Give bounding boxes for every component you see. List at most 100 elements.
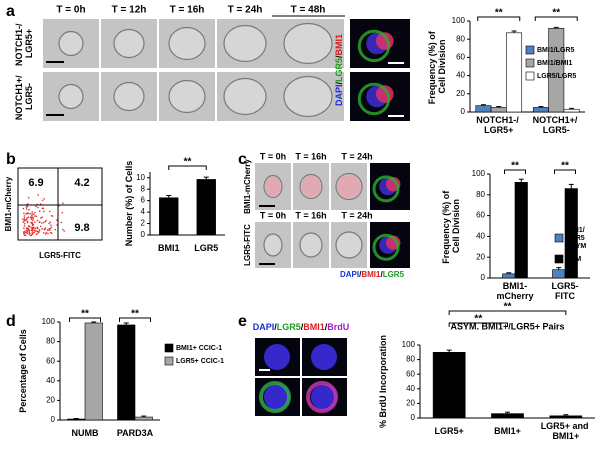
x-tick-label-line: LGR5 bbox=[194, 243, 218, 253]
flow-dot bbox=[32, 217, 35, 220]
y-axis-label: % BrdU Incorporation bbox=[378, 335, 388, 428]
legend-label-line: LGR5 bbox=[566, 235, 587, 242]
flow-dot bbox=[48, 222, 50, 225]
stain-part: DAPI bbox=[340, 270, 359, 279]
flow-dot bbox=[41, 227, 43, 230]
x-tick-label-line: BMI1 bbox=[158, 243, 180, 253]
y-axis-label-line: Cell Division bbox=[451, 199, 461, 253]
flow-dot bbox=[23, 232, 25, 235]
y-tick-label: 100 bbox=[472, 169, 486, 178]
y-tick-label: 10 bbox=[136, 173, 145, 182]
cell bbox=[223, 77, 267, 116]
flow-dot bbox=[33, 229, 36, 232]
flow-dot bbox=[24, 231, 27, 234]
stain-part: DAPI bbox=[253, 322, 275, 332]
significance-bracket bbox=[168, 165, 207, 170]
stain-part: / bbox=[301, 322, 304, 332]
y-axis-label: Percentage of Cells bbox=[18, 329, 28, 413]
flow-dot bbox=[34, 221, 36, 223]
cell bbox=[263, 233, 283, 257]
cell bbox=[335, 231, 363, 259]
flow-dot bbox=[41, 199, 44, 202]
y-axis-label: Frequency (%) of Cell Division bbox=[427, 29, 447, 105]
time-label: T = 24h bbox=[228, 5, 263, 16]
y-tick-label: 0 bbox=[481, 273, 486, 282]
x-tick-label: LGR5-FITC bbox=[552, 281, 579, 301]
cell bbox=[113, 81, 145, 112]
flow-dot bbox=[25, 219, 27, 222]
flow-dot bbox=[38, 228, 41, 231]
flow-dot bbox=[62, 202, 64, 204]
nucleus bbox=[264, 384, 290, 410]
time-label: T = 0h bbox=[260, 210, 286, 220]
bar bbox=[196, 179, 216, 236]
y-tick-label: 0 bbox=[461, 107, 466, 116]
legend-label-line: SYM bbox=[566, 256, 581, 263]
row-label-line: NOTCH1-/ bbox=[14, 21, 24, 66]
flow-dot bbox=[47, 228, 49, 231]
legend-label-line: BMI1/BMI1 bbox=[537, 60, 573, 67]
legend-label-line: BMI1+ CCIC-1 bbox=[176, 345, 222, 352]
flow-dot bbox=[61, 211, 64, 214]
legend-label: BMI1/LGR5 bbox=[537, 47, 574, 54]
y-axis-label-line: Number (%) of Cells bbox=[124, 161, 134, 247]
x-tick-label-line: BMI1+ bbox=[552, 431, 579, 441]
error-bar bbox=[563, 414, 569, 416]
legend-label: LGR5+ CCIC-1 bbox=[176, 358, 224, 365]
stain-label: DAPI/LGR5/BMI1 bbox=[334, 34, 344, 106]
error-bar bbox=[553, 26, 559, 29]
flow-dot bbox=[42, 232, 45, 234]
bar bbox=[134, 416, 153, 421]
row-label-line: LGR5+ bbox=[24, 29, 34, 58]
flow-dot bbox=[49, 227, 51, 230]
stain-part: / bbox=[334, 82, 344, 85]
error-bar bbox=[569, 107, 575, 110]
panel-letter: b bbox=[6, 151, 16, 168]
cell bbox=[168, 26, 206, 61]
bar bbox=[475, 105, 492, 113]
cell bbox=[113, 28, 145, 59]
x-tick-label-line: LGR5+ and bbox=[541, 421, 591, 431]
flow-dot bbox=[47, 232, 49, 235]
flow-dot bbox=[50, 226, 53, 229]
quadrant-value: 4.2 bbox=[74, 177, 89, 189]
y-tick-label: 40 bbox=[46, 376, 55, 385]
significance-label: ** bbox=[504, 302, 512, 313]
flow-dot bbox=[23, 215, 26, 217]
flow-dot bbox=[26, 231, 28, 234]
y-tick-label: 60 bbox=[456, 53, 465, 62]
bar bbox=[514, 182, 528, 279]
flow-dot bbox=[26, 227, 29, 230]
bar bbox=[502, 273, 516, 279]
error-bar bbox=[123, 322, 129, 325]
stain-part: DAPI bbox=[334, 85, 344, 107]
time-label: T = 16h bbox=[170, 5, 205, 16]
time-label: T = 24h bbox=[341, 151, 372, 161]
significance-bracket bbox=[119, 317, 151, 322]
flow-dot bbox=[32, 213, 35, 216]
y-tick-label: 20 bbox=[46, 396, 55, 405]
flow-dot bbox=[37, 194, 39, 196]
quadrant-value: 6.9 bbox=[28, 177, 43, 189]
legend-label: BMI1+ CCIC-1 bbox=[176, 345, 222, 352]
flow-dot bbox=[42, 207, 45, 210]
flow-dot bbox=[44, 220, 47, 223]
cell bbox=[58, 30, 84, 57]
flow-dot bbox=[31, 233, 34, 235]
significance-bracket bbox=[448, 310, 567, 315]
nucleus bbox=[264, 344, 290, 370]
flow-dot bbox=[26, 205, 29, 208]
bar bbox=[159, 197, 179, 236]
significance-bracket bbox=[448, 322, 508, 327]
stain-red bbox=[265, 176, 281, 197]
y-axis-label-line: % BrdU Incorporation bbox=[378, 335, 388, 428]
flow-dot bbox=[34, 227, 37, 230]
flow-dot bbox=[25, 230, 28, 232]
y-tick-label: 40 bbox=[456, 71, 465, 80]
flow-dot bbox=[32, 226, 35, 229]
flow-dot bbox=[36, 227, 39, 230]
panel-letter: e bbox=[238, 313, 247, 330]
flow-dot bbox=[37, 231, 40, 234]
stain-part: BMI1 bbox=[303, 322, 325, 332]
flow-dot bbox=[24, 230, 26, 233]
